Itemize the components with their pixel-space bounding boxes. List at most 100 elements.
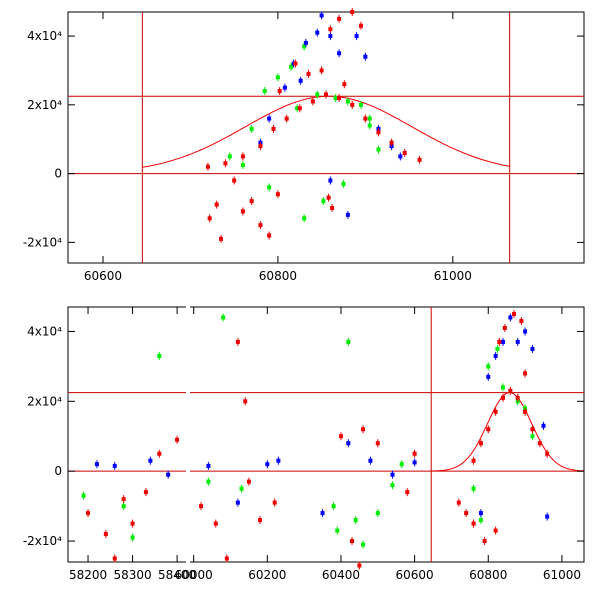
data-point-red [310, 99, 315, 104]
y-tick-label: 4x10⁴ [27, 324, 62, 338]
data-point-red [363, 116, 368, 121]
axis-break-gap [186, 306, 190, 563]
top-model-curve [142, 95, 510, 168]
x-tick-label: 60600 [84, 269, 122, 283]
data-point-red [500, 395, 505, 400]
data-point-red [297, 106, 302, 111]
data-point-blue [363, 54, 368, 59]
data-point-red [471, 521, 476, 526]
data-point-green [353, 518, 358, 523]
data-point-blue [354, 34, 359, 39]
data-point-red [330, 205, 335, 210]
bottom-plot-frame [67, 306, 585, 563]
x-tick-label: 58200 [69, 568, 107, 582]
data-point-green [486, 364, 491, 369]
data-point-green [239, 486, 244, 491]
data-point-red [337, 16, 342, 21]
y-tick-label: 2x10⁴ [27, 394, 62, 408]
data-point-blue [267, 116, 272, 121]
data-point-green [500, 385, 505, 390]
data-point-green [345, 99, 350, 104]
data-point-red [86, 511, 91, 516]
data-point-red [224, 556, 229, 561]
data-point-red [235, 339, 240, 344]
data-point-red [502, 325, 507, 330]
data-point-blue [298, 78, 303, 83]
bottom-data-points [81, 309, 550, 570]
data-point-green [358, 102, 363, 107]
data-point-red [213, 521, 218, 526]
data-point-red [157, 451, 162, 456]
data-point-red [257, 518, 262, 523]
data-point-green [478, 518, 483, 523]
data-point-red [482, 539, 487, 544]
data-point-red [497, 339, 502, 344]
data-point-blue [508, 315, 513, 320]
data-point-green [361, 542, 366, 547]
y-tick-label: 4x10⁴ [27, 29, 62, 43]
data-point-blue [500, 339, 505, 344]
data-point-green [249, 126, 254, 131]
data-point-blue [282, 85, 287, 90]
data-point-red [350, 539, 355, 544]
data-point-blue [148, 458, 153, 463]
data-point-blue [545, 514, 550, 519]
data-point-blue [478, 511, 483, 516]
data-point-red [342, 82, 347, 87]
data-point-green [81, 493, 86, 498]
data-point-red [326, 195, 331, 200]
data-point-red [493, 409, 498, 414]
y-tick-label: -2x10⁴ [23, 235, 62, 249]
data-point-red [405, 490, 410, 495]
model-curve-line [431, 392, 585, 472]
x-tick-label: 61000 [543, 568, 581, 582]
data-point-red [519, 318, 524, 323]
data-point-red [376, 130, 381, 135]
data-point-blue [368, 458, 373, 463]
data-point-red [175, 437, 180, 442]
top-axis-ticks: -2x10⁴ 0 2x10⁴ 4x10⁴ 60600 60800 61000 [23, 12, 584, 283]
data-point-red [530, 427, 535, 432]
data-point-red [275, 192, 280, 197]
data-point-red [328, 27, 333, 32]
data-point-blue [303, 40, 308, 45]
data-point-red [293, 61, 298, 66]
data-point-red [121, 497, 126, 502]
data-point-green [262, 89, 267, 94]
bottom-reference-lines [68, 306, 584, 563]
data-point-green [302, 216, 307, 221]
data-point-blue [523, 329, 528, 334]
data-point-blue [541, 423, 546, 428]
x-tick-label: 61000 [434, 269, 472, 283]
data-point-red [143, 490, 148, 495]
data-point-green [221, 315, 226, 320]
x-tick-label: 58400 [158, 568, 196, 582]
data-point-green [289, 65, 294, 70]
data-point-red [277, 89, 282, 94]
data-point-green [471, 486, 476, 491]
data-point-green [346, 339, 351, 344]
data-point-blue [276, 458, 281, 463]
data-point-blue [206, 463, 211, 468]
data-point-blue [390, 472, 395, 477]
data-point-red [512, 311, 517, 316]
data-point-red [306, 71, 311, 76]
data-point-red [478, 441, 483, 446]
data-point-blue [398, 154, 403, 159]
data-point-blue [328, 34, 333, 39]
top-data-points [205, 8, 422, 243]
data-point-green [341, 181, 346, 186]
data-point-green [240, 163, 245, 168]
x-tick-label: 60800 [469, 568, 507, 582]
data-point-red [337, 95, 342, 100]
data-point-red [267, 233, 272, 238]
data-point-red [350, 102, 355, 107]
data-point-red [456, 500, 461, 505]
data-point-red [508, 388, 513, 393]
x-tick-label: 58300 [113, 568, 151, 582]
data-point-red [258, 144, 263, 149]
data-point-red [412, 451, 417, 456]
